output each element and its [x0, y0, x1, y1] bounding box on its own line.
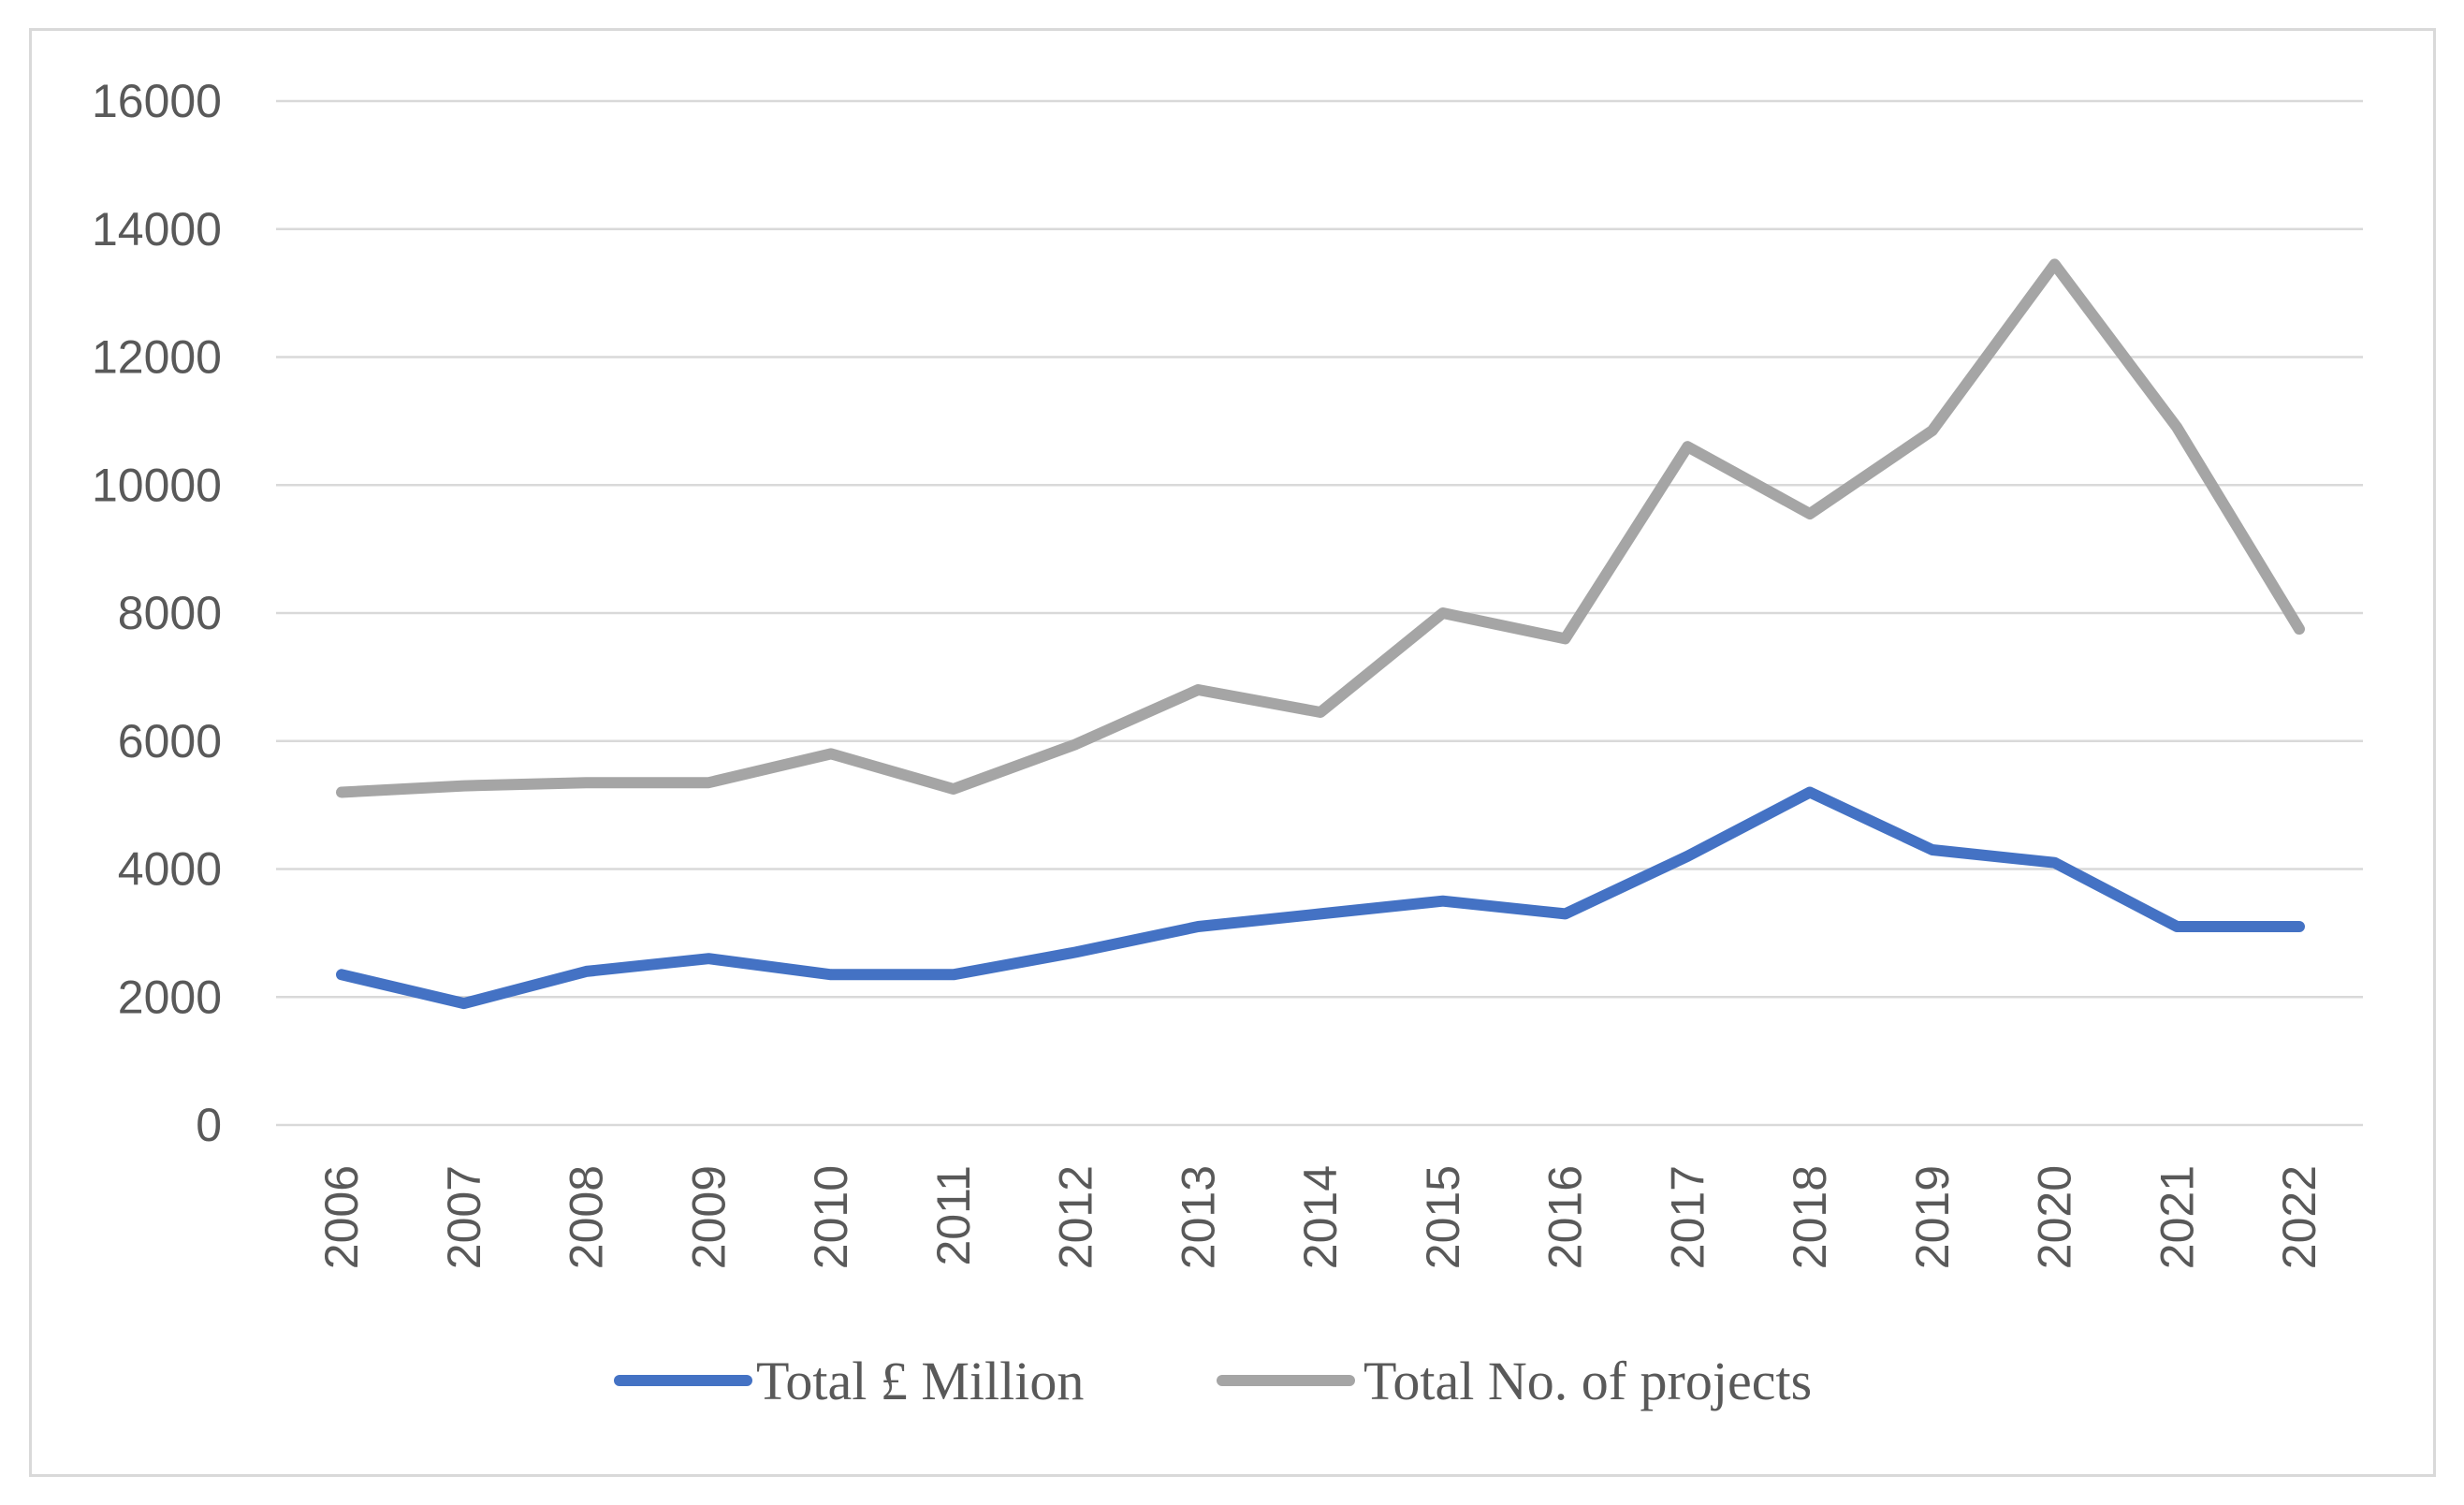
y-tick-label: 2000 [118, 971, 222, 1023]
x-tick-label: 2022 [2273, 1165, 2325, 1269]
chart-frame [29, 28, 2436, 1477]
y-tick-label: 4000 [118, 843, 222, 896]
x-tick-label: 2010 [805, 1165, 857, 1269]
x-axis-tick-labels: 2006 2007 2008 2009 2010 2011 2012 2013 2014 2015… [315, 1165, 2325, 1269]
x-tick-label: 2019 [1906, 1165, 1959, 1269]
x-tick-label: 2016 [1539, 1165, 1592, 1269]
x-tick-label: 2011 [927, 1165, 980, 1266]
x-tick-label: 2021 [2151, 1165, 2203, 1269]
series-line-total-projects [336, 258, 2305, 798]
series-line-total-million [336, 786, 2305, 1010]
legend: Total £ Million Total No. of projects [614, 1351, 1812, 1411]
y-tick-label: 0 [196, 1099, 222, 1151]
y-axis-tick-labels: 0 2000 4000 6000 8000 10000 12000 14000 16000 [92, 75, 222, 1151]
x-tick-label: 2013 [1172, 1165, 1224, 1269]
x-tick-label: 2014 [1294, 1165, 1347, 1269]
x-tick-label: 2009 [682, 1165, 735, 1269]
legend-label: Total No. of projects [1363, 1351, 1812, 1411]
y-tick-label: 8000 [118, 587, 222, 639]
x-tick-label: 2015 [1417, 1165, 1469, 1269]
series-lines [336, 258, 2305, 1010]
y-tick-label: 16000 [92, 75, 222, 127]
legend-label: Total £ Million [756, 1351, 1084, 1411]
y-tick-label: 6000 [118, 715, 222, 767]
x-tick-label: 2012 [1050, 1165, 1102, 1269]
x-tick-label: 2008 [561, 1165, 613, 1269]
x-tick-label: 2006 [315, 1165, 368, 1269]
y-tick-label: 12000 [92, 331, 222, 384]
y-tick-label: 10000 [92, 459, 222, 511]
x-tick-label: 2018 [1784, 1165, 1836, 1269]
gridlines [276, 99, 2363, 1127]
x-tick-label: 2017 [1661, 1165, 1713, 1269]
x-tick-label: 2020 [2029, 1165, 2081, 1269]
x-tick-label: 2007 [438, 1165, 490, 1269]
y-tick-label: 14000 [92, 203, 222, 256]
